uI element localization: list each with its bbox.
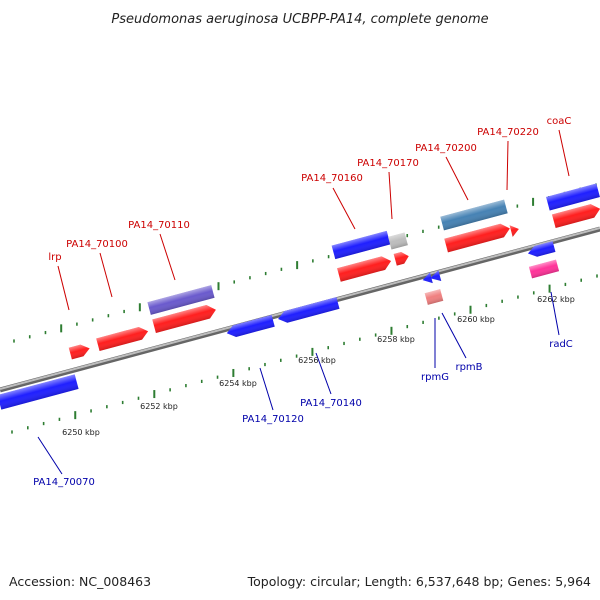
leader-pa14-70120: [259, 367, 274, 411]
gene-block-rpmG[interactable]: [421, 272, 433, 286]
gene-label-pa14-70160[interactable]: PA14_70160: [301, 173, 363, 184]
leader-radC: [550, 291, 560, 336]
gene-block-pa14-70120-shade: [226, 314, 275, 337]
gene-label-pa14-70100[interactable]: PA14_70100: [66, 239, 128, 250]
gene-block-pa14-70220[interactable]: [509, 223, 521, 237]
gene-block-lrp-shade: [68, 344, 90, 360]
gene-label-pa14-70170[interactable]: PA14_70170: [357, 158, 419, 169]
topology-text: Topology: circular; Length: 6,537,648 bp…: [247, 574, 591, 589]
scale-label-6262: 6262 kbp: [537, 295, 575, 304]
gene-block-pa14-70200-shade: [444, 223, 510, 253]
leader-pa14-70160: [332, 187, 356, 230]
accession-text: Accession: NC_008463: [9, 574, 151, 589]
gene-label-rpmG[interactable]: rpmG: [421, 372, 449, 383]
gene-block-coaC-rev-shade: [546, 183, 600, 211]
gene-block-pa14-70140[interactable]: [277, 297, 340, 325]
gene-block-pa14-70100[interactable]: [96, 325, 150, 352]
gene-block-coaC[interactable]: [552, 202, 600, 228]
gene-label-pa14-70140[interactable]: PA14_70140: [300, 398, 362, 409]
gene-block-radC-shade: [527, 241, 556, 257]
scale-label-6254: 6254 kbp: [219, 379, 257, 388]
gene-block-pa14-70110-purple[interactable]: [147, 285, 215, 315]
gene-block-rpmB-shade: [424, 289, 444, 305]
gene-block-pa14-70070[interactable]: [0, 374, 79, 410]
gene-label-rpmB[interactable]: rpmB: [455, 362, 482, 373]
gene-block-pa14-70170-shade: [393, 252, 409, 266]
gene-block-rpmG-shade: [422, 272, 433, 284]
gene-label-radC[interactable]: radC: [549, 339, 573, 350]
gene-block-pa14-70220-shade: [509, 225, 519, 237]
gene-label-pa14-70220[interactable]: PA14_70220: [477, 127, 539, 138]
gene-block-pa14-70200-steel-shade: [440, 199, 508, 231]
leader-pa14-70170: [388, 171, 393, 220]
gene-label-pa14-70120[interactable]: PA14_70120: [242, 414, 304, 425]
gene-block-pa14-70160-shade: [337, 256, 392, 282]
leader-pa14-70070: [37, 436, 63, 475]
leader-pa14-70110: [159, 233, 176, 281]
gene-block-pa14-70170-gray[interactable]: [388, 232, 408, 250]
gene-block-coaC-shade: [552, 204, 600, 228]
leader-pa14-70200: [445, 156, 469, 201]
leader-coaC: [558, 129, 570, 177]
gene-block-pa14-70170[interactable]: [393, 250, 411, 266]
scale-label-6252: 6252 kbp: [140, 402, 178, 411]
gene-block-pa14-70160-rev[interactable]: [331, 230, 391, 260]
gene-block-rpmB-arrow[interactable]: [429, 270, 442, 283]
leader-pa14-70100: [99, 252, 113, 298]
gene-label-pa14-70200[interactable]: PA14_70200: [415, 143, 477, 154]
gene-block-coaC-rev[interactable]: [546, 183, 600, 211]
gene-block-pa14-70200[interactable]: [444, 222, 511, 253]
gene-block-pa14-70110[interactable]: [152, 303, 217, 334]
gene-block-pa14-70070-shade: [0, 374, 79, 410]
scale-label-6258: 6258 kbp: [377, 335, 415, 344]
gene-label-coaC[interactable]: coaC: [547, 116, 572, 127]
gene-features: [0, 183, 600, 410]
gene-block-pa14-70170-gray-shade: [388, 232, 408, 250]
map-title: Pseudomonas aeruginosa UCBPP-PA14, compl…: [111, 12, 488, 27]
leader-rpmB: [441, 312, 467, 359]
gene-block-radC-pink[interactable]: [528, 259, 560, 279]
gene-block-pa14-70160-rev-shade: [331, 230, 391, 260]
gene-block-pa14-70110-purple-shade: [147, 285, 215, 315]
gene-block-pa14-70160[interactable]: [337, 254, 393, 282]
gene-block-pa14-70110-shade: [152, 305, 216, 334]
gene-block-lrp[interactable]: [68, 343, 91, 360]
gene-block-rpmB[interactable]: [424, 289, 444, 305]
gene-block-pa14-70120[interactable]: [225, 314, 275, 339]
gene-block-pa14-70100-shade: [96, 327, 149, 352]
gene-label-pa14-70070[interactable]: PA14_70070: [33, 477, 95, 488]
gene-block-radC-pink-shade: [528, 259, 560, 279]
gene-label-lrp[interactable]: lrp: [48, 252, 61, 263]
scale-label-6256: 6256 kbp: [298, 356, 336, 365]
gene-block-pa14-70200-steel[interactable]: [440, 199, 508, 231]
gene-block-rpmB-arrow-shade: [430, 270, 442, 282]
leader-pa14-70220: [506, 140, 509, 191]
label-leaders: [37, 129, 570, 475]
gene-label-pa14-70110[interactable]: PA14_70110: [128, 220, 190, 231]
gene-block-radC[interactable]: [527, 241, 556, 259]
leader-pa14-70140: [315, 352, 332, 395]
gene-block-pa14-70140-shade: [278, 297, 340, 323]
leader-lrp: [57, 265, 70, 311]
scale-label-6250: 6250 kbp: [62, 428, 100, 437]
scale-label-6260: 6260 kbp: [457, 315, 495, 324]
